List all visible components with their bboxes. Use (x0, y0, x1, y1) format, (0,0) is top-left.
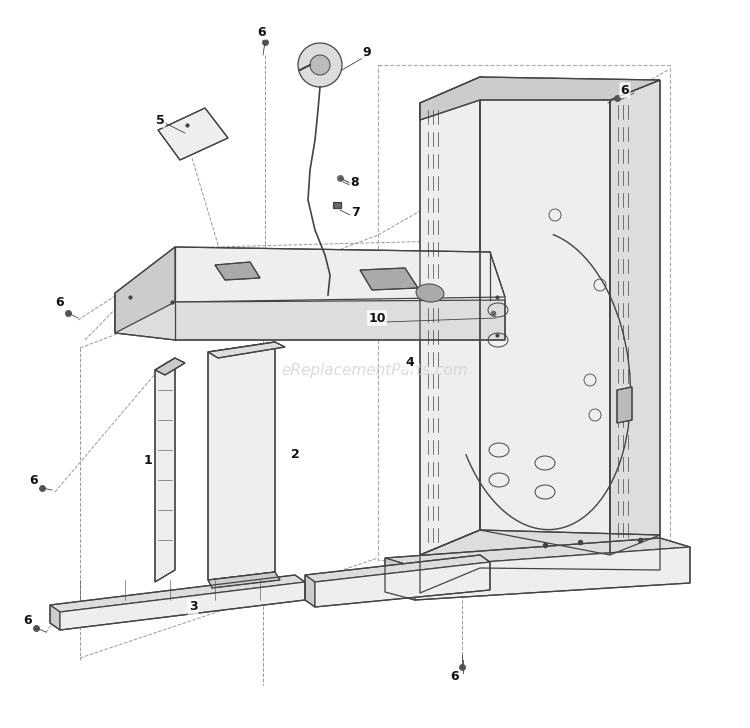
Polygon shape (50, 605, 60, 630)
Text: eReplacementParts.com: eReplacementParts.com (282, 363, 468, 378)
Text: 6: 6 (30, 473, 38, 486)
Polygon shape (115, 247, 175, 333)
Polygon shape (480, 77, 610, 555)
Polygon shape (175, 247, 505, 302)
Polygon shape (385, 538, 690, 567)
Text: 6: 6 (258, 25, 266, 39)
Text: 6: 6 (621, 84, 629, 97)
Polygon shape (305, 575, 315, 607)
Circle shape (298, 43, 342, 87)
Polygon shape (385, 558, 415, 600)
Polygon shape (610, 80, 660, 555)
Text: 10: 10 (368, 312, 386, 325)
Polygon shape (420, 530, 660, 593)
Polygon shape (215, 262, 260, 280)
Polygon shape (158, 108, 228, 160)
Text: 7: 7 (352, 205, 360, 218)
Text: 8: 8 (351, 175, 359, 189)
Text: 9: 9 (363, 45, 371, 58)
Text: 6: 6 (451, 670, 459, 684)
Text: 6: 6 (56, 296, 64, 309)
Polygon shape (305, 555, 490, 582)
Polygon shape (208, 342, 285, 358)
Polygon shape (333, 202, 341, 208)
Text: 4: 4 (406, 357, 414, 370)
Polygon shape (420, 77, 660, 120)
Text: 1: 1 (144, 454, 152, 467)
Polygon shape (208, 572, 280, 588)
Polygon shape (155, 358, 175, 582)
Polygon shape (315, 562, 490, 607)
Polygon shape (208, 342, 275, 580)
Polygon shape (155, 358, 185, 375)
Polygon shape (50, 575, 305, 612)
Polygon shape (60, 582, 305, 630)
Polygon shape (420, 77, 480, 555)
Polygon shape (115, 293, 505, 340)
Circle shape (310, 55, 330, 75)
Text: 3: 3 (189, 601, 197, 614)
Text: 6: 6 (24, 614, 32, 627)
Text: 2: 2 (291, 448, 299, 462)
Text: 5: 5 (156, 114, 164, 127)
Polygon shape (617, 387, 632, 423)
Polygon shape (360, 268, 418, 290)
Ellipse shape (416, 284, 444, 302)
Polygon shape (415, 547, 690, 600)
